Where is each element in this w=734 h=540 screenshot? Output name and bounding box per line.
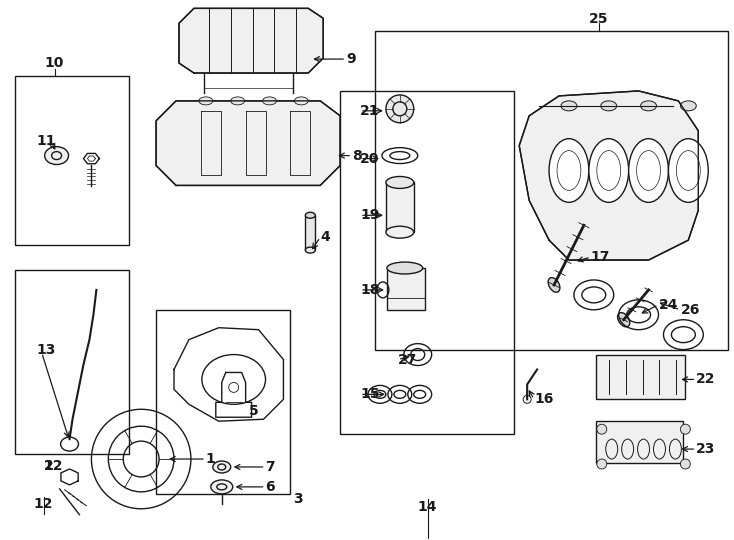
Ellipse shape — [294, 97, 308, 105]
Ellipse shape — [45, 147, 68, 165]
Text: 20: 20 — [360, 152, 379, 166]
Ellipse shape — [680, 101, 697, 111]
Ellipse shape — [213, 461, 230, 473]
Ellipse shape — [386, 177, 414, 188]
Ellipse shape — [641, 101, 656, 111]
Ellipse shape — [305, 212, 316, 218]
Ellipse shape — [199, 97, 213, 105]
Text: 21: 21 — [360, 104, 379, 118]
Ellipse shape — [386, 226, 414, 238]
Text: 24: 24 — [658, 298, 678, 312]
Bar — [15, 270, 129, 454]
Ellipse shape — [680, 424, 691, 434]
Text: 25: 25 — [589, 12, 608, 26]
Bar — [387, 268, 425, 310]
Bar — [596, 355, 686, 400]
Text: 9: 9 — [346, 52, 356, 66]
Text: 22: 22 — [697, 373, 716, 387]
Ellipse shape — [597, 424, 607, 434]
Polygon shape — [156, 101, 340, 185]
Ellipse shape — [548, 278, 560, 292]
Ellipse shape — [601, 101, 617, 111]
Text: 2: 2 — [43, 459, 54, 473]
Bar — [375, 31, 728, 349]
Ellipse shape — [561, 101, 577, 111]
Ellipse shape — [211, 480, 233, 494]
Text: 18: 18 — [360, 283, 379, 297]
Ellipse shape — [669, 139, 708, 202]
Bar — [15, 76, 129, 245]
Polygon shape — [519, 91, 698, 260]
Bar — [596, 421, 683, 463]
Ellipse shape — [386, 95, 414, 123]
Ellipse shape — [597, 459, 607, 469]
Text: 15: 15 — [360, 387, 379, 401]
Text: 7: 7 — [266, 460, 275, 474]
Text: 3: 3 — [294, 492, 303, 506]
Ellipse shape — [628, 139, 669, 202]
Text: 11: 11 — [37, 134, 57, 147]
Text: 26: 26 — [680, 303, 700, 317]
Ellipse shape — [305, 247, 316, 253]
Text: 6: 6 — [266, 480, 275, 494]
Text: 12: 12 — [43, 459, 63, 473]
Ellipse shape — [617, 313, 630, 327]
Ellipse shape — [589, 139, 628, 202]
Ellipse shape — [680, 459, 691, 469]
Polygon shape — [179, 8, 323, 73]
Bar — [386, 183, 414, 232]
Ellipse shape — [387, 262, 423, 274]
Text: 14: 14 — [418, 500, 437, 514]
Text: 16: 16 — [534, 393, 553, 406]
Ellipse shape — [549, 139, 589, 202]
Text: 12: 12 — [34, 497, 54, 511]
Text: 5: 5 — [249, 404, 258, 418]
Text: 23: 23 — [697, 442, 716, 456]
Text: 10: 10 — [45, 56, 65, 70]
Bar — [340, 91, 515, 434]
Ellipse shape — [263, 97, 277, 105]
Text: 19: 19 — [360, 208, 379, 222]
Text: 8: 8 — [352, 148, 362, 163]
Bar — [305, 215, 316, 250]
Text: 13: 13 — [37, 342, 56, 356]
Bar — [156, 310, 291, 494]
Text: 27: 27 — [398, 353, 417, 367]
Ellipse shape — [230, 97, 244, 105]
Text: 1: 1 — [206, 452, 216, 466]
Text: 17: 17 — [591, 250, 610, 264]
Text: 4: 4 — [320, 230, 330, 244]
